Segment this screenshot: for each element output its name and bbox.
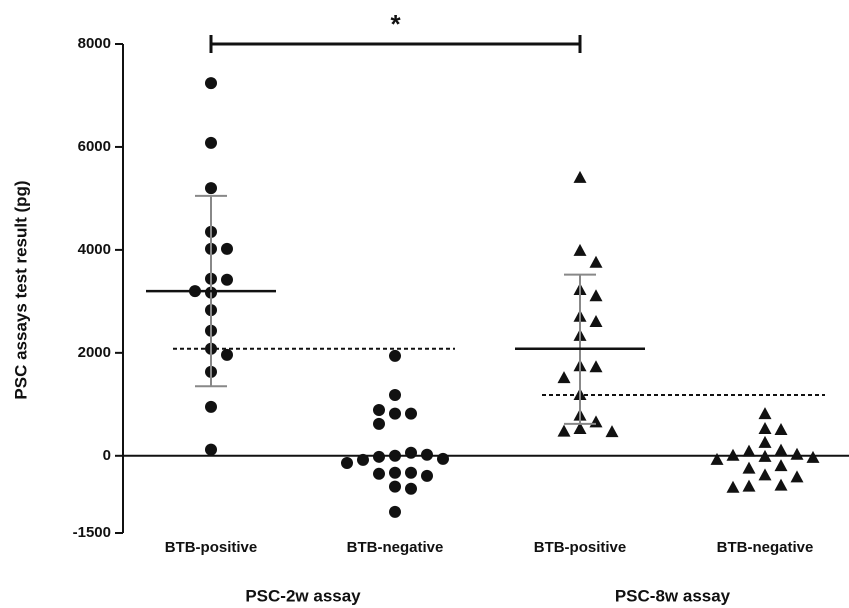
data-point [557, 424, 571, 437]
data-point [758, 449, 772, 462]
y-tick-label: 4000 [78, 241, 111, 258]
data-point [742, 444, 756, 457]
data-point [373, 450, 385, 463]
data-point [790, 470, 804, 483]
significance-label: * [390, 9, 401, 39]
y-tick-label: 6000 [78, 138, 111, 155]
data-point [405, 446, 417, 459]
data-point [205, 400, 217, 413]
x-tick-label: BTB-positive [165, 539, 258, 556]
data-point [758, 468, 772, 481]
data-point [405, 482, 417, 495]
data-point [726, 480, 740, 493]
x-tick-label: BTB-positive [534, 539, 627, 556]
data-point [774, 423, 788, 436]
data-point [389, 407, 401, 420]
data-point [373, 403, 385, 416]
data-point [221, 242, 233, 255]
data-point [389, 349, 401, 362]
data-point [421, 448, 433, 461]
data-point [389, 449, 401, 462]
data-point [742, 461, 756, 474]
data-point [205, 443, 217, 456]
y-tick-label: 0 [103, 447, 111, 464]
data-point [373, 467, 385, 480]
data-point [573, 243, 587, 256]
data-point [758, 407, 772, 420]
data-point [758, 422, 772, 435]
y-tick-label: -1500 [73, 524, 111, 541]
x-tick-label: BTB-negative [717, 539, 814, 556]
data-point [710, 452, 724, 465]
data-point [742, 479, 756, 492]
data-point [758, 435, 772, 448]
data-point [389, 480, 401, 493]
x-tick-label: BTB-negative [347, 539, 444, 556]
data-point [726, 448, 740, 461]
data-point [573, 422, 587, 435]
data-point [205, 77, 217, 90]
y-axis-label: PSC assays test result (pg) [11, 180, 30, 399]
data-point [589, 415, 603, 428]
data-point [221, 273, 233, 286]
data-point [341, 456, 353, 469]
group-label: PSC-2w assay [245, 586, 361, 605]
y-tick-label: 2000 [78, 344, 111, 361]
data-point [589, 255, 603, 268]
data-point [405, 407, 417, 420]
y-tick-label: 8000 [78, 35, 111, 52]
data-point [421, 469, 433, 482]
data-point [605, 425, 619, 438]
data-point [806, 450, 820, 463]
data-point [589, 289, 603, 302]
data-point [774, 443, 788, 456]
data-point [389, 389, 401, 402]
data-point [589, 360, 603, 373]
data-point [774, 459, 788, 472]
data-point [373, 417, 385, 430]
data-point [557, 371, 571, 384]
group-label: PSC-8w assay [615, 586, 731, 605]
data-point [205, 182, 217, 195]
data-point [589, 314, 603, 327]
data-point [357, 453, 369, 466]
data-point [221, 348, 233, 361]
data-point [437, 452, 449, 465]
data-point [405, 466, 417, 479]
data-point [389, 505, 401, 518]
data-point [790, 447, 804, 460]
data-point [573, 170, 587, 183]
data-point [205, 136, 217, 149]
data-point [389, 466, 401, 479]
data-point [774, 478, 788, 491]
